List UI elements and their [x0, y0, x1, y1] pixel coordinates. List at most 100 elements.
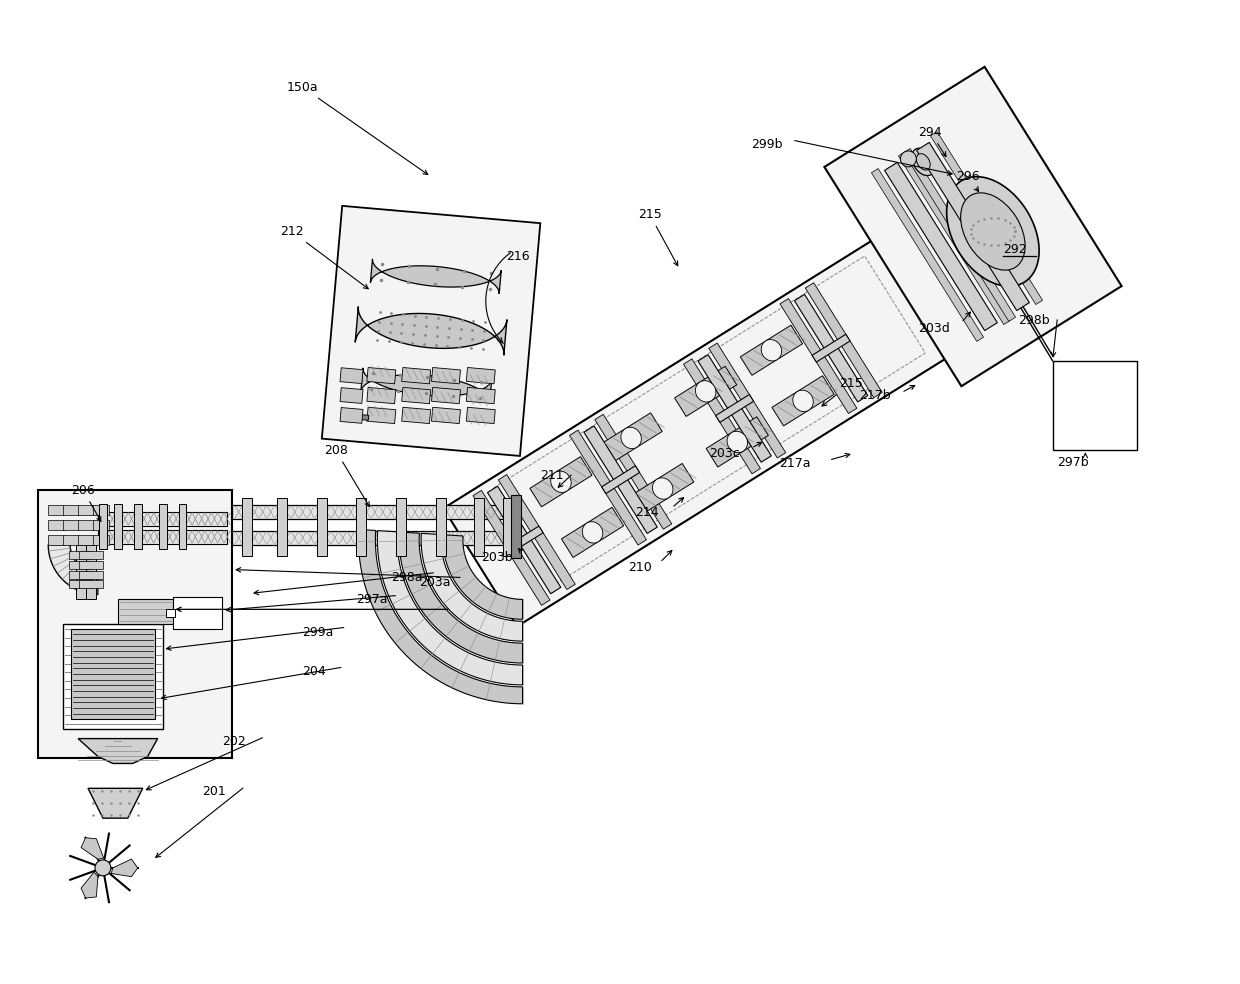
Polygon shape	[63, 505, 79, 515]
Polygon shape	[179, 504, 186, 549]
Ellipse shape	[621, 427, 641, 449]
Polygon shape	[569, 430, 646, 545]
Polygon shape	[436, 498, 446, 556]
Polygon shape	[69, 581, 93, 588]
Polygon shape	[698, 354, 771, 462]
Text: 297b: 297b	[1058, 456, 1089, 468]
Ellipse shape	[727, 431, 748, 453]
Polygon shape	[402, 367, 430, 384]
Polygon shape	[38, 490, 232, 759]
Polygon shape	[79, 551, 103, 559]
Polygon shape	[595, 414, 672, 529]
Polygon shape	[93, 534, 109, 545]
Polygon shape	[631, 463, 694, 514]
Polygon shape	[340, 407, 363, 423]
Polygon shape	[63, 520, 79, 529]
Polygon shape	[322, 206, 541, 456]
Polygon shape	[683, 359, 760, 473]
Polygon shape	[358, 529, 522, 704]
Polygon shape	[584, 426, 657, 533]
Polygon shape	[112, 859, 138, 877]
Polygon shape	[86, 545, 95, 599]
Polygon shape	[242, 498, 252, 556]
Polygon shape	[904, 149, 1016, 322]
Polygon shape	[780, 298, 857, 413]
Ellipse shape	[696, 381, 715, 402]
Polygon shape	[502, 498, 512, 556]
Ellipse shape	[551, 471, 572, 492]
Polygon shape	[511, 495, 521, 558]
Polygon shape	[898, 152, 1011, 325]
Ellipse shape	[583, 522, 603, 543]
Polygon shape	[343, 413, 368, 420]
Polygon shape	[675, 366, 737, 416]
Polygon shape	[432, 407, 460, 423]
Text: 201: 201	[202, 785, 226, 798]
Polygon shape	[340, 388, 363, 403]
Ellipse shape	[792, 391, 813, 411]
Text: 150a: 150a	[286, 81, 428, 174]
Text: 203c: 203c	[709, 447, 740, 460]
Ellipse shape	[911, 149, 935, 175]
Polygon shape	[48, 534, 64, 545]
Polygon shape	[232, 505, 511, 519]
Polygon shape	[432, 388, 460, 403]
Polygon shape	[498, 474, 575, 589]
Polygon shape	[916, 143, 1029, 311]
Text: 215: 215	[822, 377, 863, 406]
Polygon shape	[69, 551, 93, 559]
Text: 217b: 217b	[858, 389, 890, 402]
Polygon shape	[377, 530, 522, 685]
Text: 217a: 217a	[779, 457, 811, 469]
Text: 214: 214	[635, 507, 658, 520]
Polygon shape	[81, 872, 98, 898]
Polygon shape	[872, 168, 983, 341]
Text: 298b: 298b	[1018, 315, 1049, 328]
Polygon shape	[443, 534, 522, 619]
Text: 204: 204	[301, 665, 326, 679]
Polygon shape	[487, 486, 560, 593]
Ellipse shape	[961, 193, 1025, 271]
Polygon shape	[81, 837, 104, 859]
Polygon shape	[63, 534, 79, 545]
Polygon shape	[805, 282, 882, 398]
Text: 208: 208	[324, 444, 370, 507]
Polygon shape	[48, 520, 64, 529]
Polygon shape	[397, 498, 407, 556]
Polygon shape	[361, 368, 492, 402]
Polygon shape	[930, 132, 1043, 304]
Polygon shape	[232, 530, 511, 545]
Circle shape	[95, 860, 110, 876]
Text: 202: 202	[222, 735, 246, 748]
Polygon shape	[71, 629, 155, 718]
Polygon shape	[367, 407, 396, 423]
Polygon shape	[402, 407, 430, 423]
Polygon shape	[78, 534, 94, 545]
Polygon shape	[76, 545, 86, 599]
Text: 215: 215	[637, 208, 678, 266]
Polygon shape	[316, 498, 326, 556]
Polygon shape	[48, 545, 98, 594]
Text: 299a: 299a	[301, 626, 334, 639]
Circle shape	[900, 151, 916, 167]
Polygon shape	[562, 508, 624, 558]
Polygon shape	[740, 325, 802, 375]
Polygon shape	[69, 561, 93, 569]
Polygon shape	[715, 395, 754, 422]
Polygon shape	[172, 597, 222, 629]
Polygon shape	[812, 335, 851, 362]
Text: 212: 212	[280, 225, 368, 288]
Polygon shape	[773, 376, 835, 426]
Polygon shape	[505, 526, 543, 554]
Polygon shape	[99, 504, 107, 549]
Polygon shape	[48, 505, 64, 515]
Text: 211: 211	[541, 468, 564, 481]
Polygon shape	[356, 498, 367, 556]
Polygon shape	[98, 512, 227, 525]
Polygon shape	[114, 504, 122, 549]
Text: 216: 216	[506, 250, 529, 263]
Polygon shape	[444, 234, 956, 627]
Text: 299b: 299b	[751, 139, 782, 152]
Polygon shape	[367, 367, 396, 384]
Polygon shape	[422, 533, 522, 642]
